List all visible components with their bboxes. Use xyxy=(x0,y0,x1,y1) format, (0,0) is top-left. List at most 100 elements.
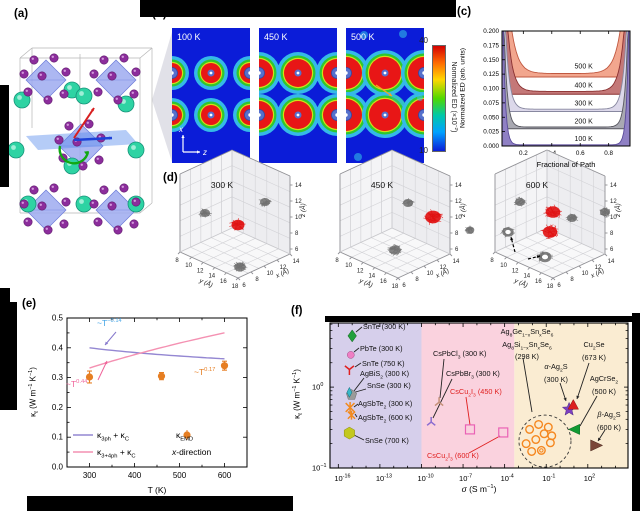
svg-text:8: 8 xyxy=(570,277,574,283)
e-line--t-0-14 xyxy=(89,347,225,360)
chart-f-xlabel: σ (S m−1) xyxy=(461,484,497,494)
svg-text:14: 14 xyxy=(608,259,615,265)
f-label-snte-300-k-: SnTe (300 K) xyxy=(363,322,406,331)
f-region xyxy=(421,323,515,468)
svg-text:10-7: 10-7 xyxy=(459,474,472,484)
svg-text:18: 18 xyxy=(547,284,554,290)
e-scaling--t0-17: ~T0.17 xyxy=(194,367,216,377)
c-series-label-100-k: 100 K xyxy=(575,136,594,143)
f-marker-cspbbr3-300-k- xyxy=(426,417,436,426)
svg-text:8: 8 xyxy=(175,258,179,264)
chart-c-xlabel: Fractional of Path xyxy=(536,160,596,169)
f-cluster-point-2 xyxy=(543,422,553,432)
f-label--ag-2-s-300-k-: α-Ag2S (300 K) xyxy=(544,362,568,384)
svg-text:12: 12 xyxy=(512,268,519,274)
svg-text:16: 16 xyxy=(535,279,542,285)
svg-text:10-1: 10-1 xyxy=(542,474,555,484)
f-label-snse-300-k-: SnSe (300 K) xyxy=(367,381,411,390)
svg-text:14: 14 xyxy=(610,183,617,189)
crystal-structure-illustration xyxy=(7,47,153,235)
black-bar-e1 xyxy=(0,288,10,304)
f-cluster-point-9 xyxy=(545,438,555,448)
svg-text:0.3: 0.3 xyxy=(52,373,64,382)
panel-a-label: (a) xyxy=(14,8,29,20)
svg-text:10: 10 xyxy=(500,263,507,269)
e-legend-item-0: κ3ph + κC xyxy=(97,430,129,443)
panel-e-label: (e) xyxy=(22,298,37,310)
traj-temp-label: 450 K xyxy=(371,180,394,190)
svg-text:10: 10 xyxy=(427,271,434,277)
svg-text:500: 500 xyxy=(173,471,187,480)
svg-text:z: z xyxy=(202,148,207,157)
f-label-ag-8-ge-1-x-sn-x-se-6-ag-8-si-1-x-sn-x-se-6-298-k-: Ag8Ge1−xSnxSe6 Ag8Si1−xSnxSe6 (298 K) xyxy=(500,327,554,362)
svg-text:0.5: 0.5 xyxy=(52,314,64,323)
f-marker-agsbte2-300-k- xyxy=(345,401,356,413)
f-marker-agcrse2-500-k- xyxy=(568,423,580,435)
svg-text:14: 14 xyxy=(295,183,302,189)
svg-text:z (Å): z (Å) xyxy=(458,203,467,218)
svg-text:0.100: 0.100 xyxy=(483,86,499,93)
svg-text:12: 12 xyxy=(455,199,462,205)
f-marker-snte-750-k- xyxy=(344,365,355,376)
chart-f-kappa-vs-sigma: 10-16 10-13 10-10 10-7 10-4 10-1 102 100 10−1 xyxy=(312,322,629,484)
svg-text:10: 10 xyxy=(267,271,274,277)
svg-text:14: 14 xyxy=(208,274,215,280)
f-label--ag-2-s-600-k-: β-Ag2S (600 K) xyxy=(597,410,621,432)
f-cluster-point-1 xyxy=(534,419,544,429)
f-label-pbte-300-k-: PbTe (300 K) xyxy=(360,344,403,353)
svg-text:z (Å): z (Å) xyxy=(613,203,622,218)
f-marker-cu2se-673-k- xyxy=(567,398,579,410)
c-series-label-500-k: 500 K xyxy=(575,64,594,71)
f-cluster-point-5 xyxy=(531,435,541,445)
colorbar xyxy=(432,45,446,152)
svg-text:6: 6 xyxy=(402,283,406,289)
chart-e-ylabel: κℓ (W m−1 K−1) xyxy=(27,367,41,417)
rotation-arrow-icon xyxy=(58,145,90,165)
svg-text:0.200: 0.200 xyxy=(483,28,499,35)
svg-text:10: 10 xyxy=(610,215,617,221)
svg-text:18: 18 xyxy=(232,284,239,290)
svg-text:12: 12 xyxy=(440,265,447,271)
svg-text:6: 6 xyxy=(295,247,299,253)
svg-text:10-16: 10-16 xyxy=(334,474,350,484)
black-bar-f-top xyxy=(325,316,632,322)
svg-text:10: 10 xyxy=(345,263,352,269)
f-marker-cscu2i3-450-k- xyxy=(464,424,476,435)
f-marker-pbte-300-k- xyxy=(347,351,355,359)
black-bar-right xyxy=(632,313,640,511)
svg-text:8: 8 xyxy=(415,277,419,283)
svg-text:6: 6 xyxy=(557,283,561,289)
c-series-label-400-k: 400 K xyxy=(575,83,594,90)
svg-text:300: 300 xyxy=(83,471,97,480)
chart-e-xlabel: T (K) xyxy=(147,485,167,495)
f-label-cspbcl-3-300-k-: CsPbCl3 (300 K) xyxy=(433,349,487,361)
svg-text:16: 16 xyxy=(220,279,227,285)
svg-text:12: 12 xyxy=(357,268,364,274)
svg-text:0.1: 0.1 xyxy=(52,433,64,442)
f-marker-cscu2i3-600-k- xyxy=(498,427,509,438)
f-cluster-point-7 xyxy=(527,446,537,456)
panel-d-label: (d) xyxy=(163,172,178,184)
f-label-agbis-2-300-k-: AgBiS2 (300 K) xyxy=(360,369,410,381)
svg-text:12: 12 xyxy=(295,199,302,205)
svg-text:0.150: 0.150 xyxy=(483,57,499,64)
black-bar-top xyxy=(140,0,456,17)
svg-text:102: 102 xyxy=(584,474,595,484)
e-scaling--t0-44: ~T0.44 xyxy=(66,379,88,389)
e-emd-point xyxy=(220,362,229,370)
e-legend-item-2: κEMD xyxy=(176,430,194,443)
svg-text:x: x xyxy=(178,125,184,134)
svg-text:8: 8 xyxy=(455,231,459,237)
svg-text:0.0: 0.0 xyxy=(52,463,64,472)
black-bar-bottom xyxy=(27,496,293,511)
ed-map-450-k: 450 K xyxy=(259,28,337,163)
e-emd-point xyxy=(85,373,94,381)
svg-text:12: 12 xyxy=(280,265,287,271)
svg-text:0.075: 0.075 xyxy=(483,100,499,107)
f-label-agsbte-2-300-k-: AgSbTe2 (300 K) xyxy=(358,399,413,411)
svg-text:8: 8 xyxy=(255,277,259,283)
svg-text:10: 10 xyxy=(455,215,462,221)
